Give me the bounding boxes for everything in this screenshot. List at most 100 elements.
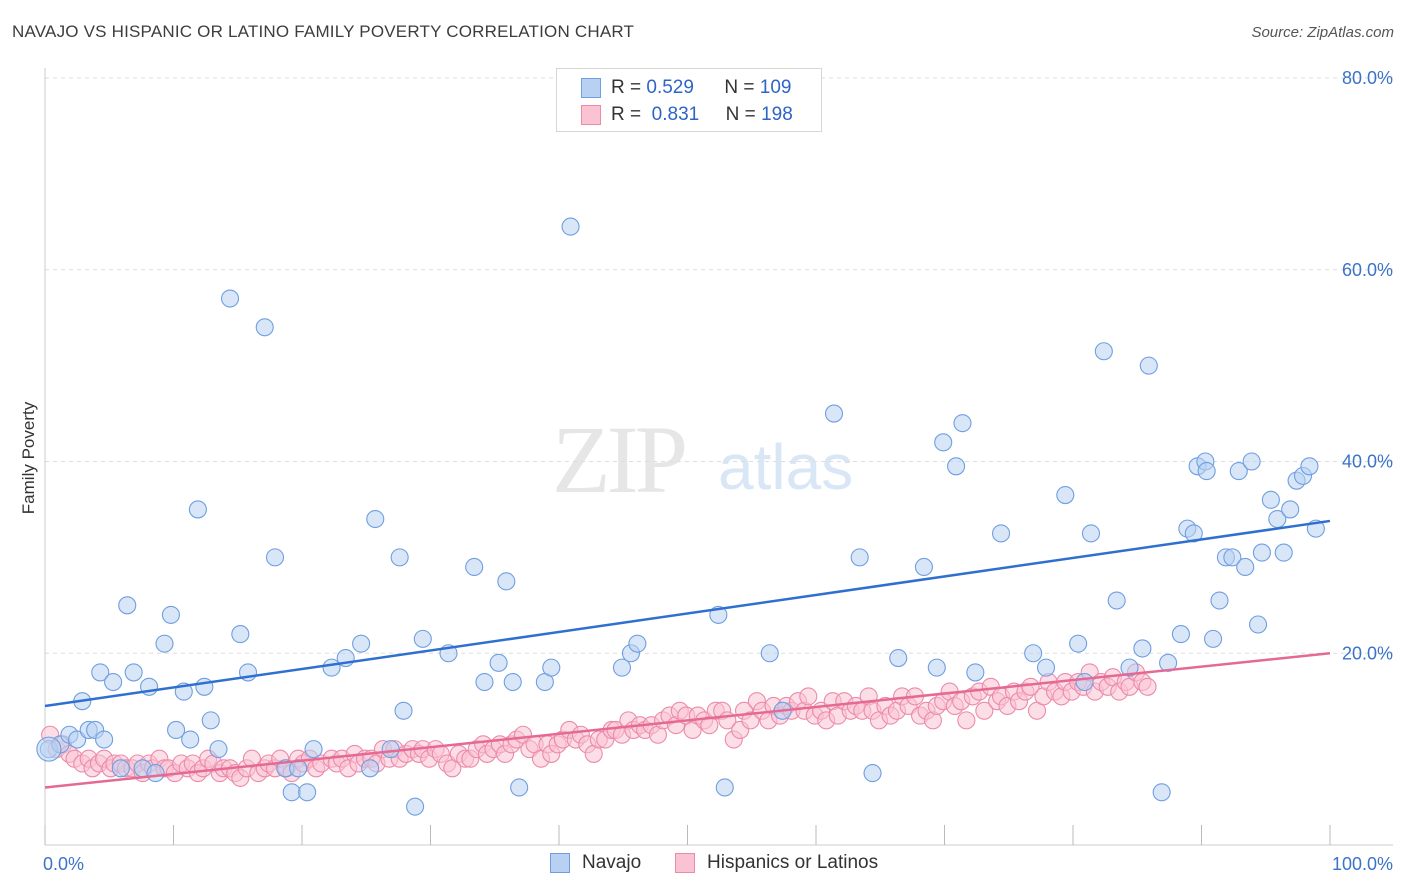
bottom-legend-swatch-navajo xyxy=(550,853,570,873)
data-point-navajo xyxy=(118,596,137,615)
bottom-legend-label-hispanic: Hispanics or Latinos xyxy=(707,852,879,873)
data-point-navajo xyxy=(1094,342,1113,361)
data-point-navajo xyxy=(1036,658,1056,677)
watermark-zip: ZIP xyxy=(552,406,688,513)
data-point-hispanic xyxy=(741,711,760,730)
y-tick-label: 40.0% xyxy=(1342,452,1393,472)
legend-row-navajo: R = 0.529 N = 109 xyxy=(581,77,791,99)
data-point-navajo xyxy=(497,572,516,591)
data-point-navajo xyxy=(503,672,522,692)
data-point-navajo xyxy=(298,783,317,802)
data-point-navajo xyxy=(1120,658,1139,677)
data-point-hispanic xyxy=(799,687,818,706)
data-point-navajo xyxy=(220,289,240,308)
data-point-navajo xyxy=(111,759,130,778)
y-tick-label: 60.0% xyxy=(1342,260,1393,280)
x-tick-label: 0.0% xyxy=(43,854,84,874)
data-point-navajo xyxy=(406,797,425,816)
data-point-navajo xyxy=(542,658,561,677)
data-point-navajo xyxy=(195,677,214,696)
data-point-navajo xyxy=(304,740,323,759)
data-point-navajo xyxy=(612,658,632,677)
data-point-navajo xyxy=(1197,462,1216,481)
data-point-navajo xyxy=(167,720,186,740)
bottom-legend-label-navajo: Navajo xyxy=(582,852,642,873)
data-point-navajo xyxy=(1261,490,1280,509)
data-point-navajo xyxy=(889,648,908,668)
legend-r-value: 0.831 xyxy=(651,104,700,125)
bottom-legend-hispanic: Hispanics or Latinos xyxy=(675,852,878,874)
data-point-navajo xyxy=(1024,644,1043,663)
data-point-navajo xyxy=(966,663,985,682)
data-point-navajo xyxy=(104,672,123,692)
data-point-hispanic xyxy=(1021,677,1040,696)
legend: R = 0.529 N = 109 R = 0.831 N = 198 xyxy=(556,68,822,132)
data-point-navajo xyxy=(1184,524,1203,543)
legend-r-value: 0.529 xyxy=(646,77,694,98)
data-point-navajo xyxy=(255,318,274,337)
data-point-navajo xyxy=(161,605,180,624)
data-point-navajo xyxy=(927,658,946,677)
data-point-navajo xyxy=(1281,500,1300,519)
data-point-navajo xyxy=(1300,457,1319,476)
data-point-navajo xyxy=(824,404,844,423)
data-point-navajo xyxy=(1236,557,1255,577)
data-point-navajo xyxy=(188,500,207,519)
data-point-navajo xyxy=(352,634,371,653)
data-point-hispanic xyxy=(975,701,994,720)
data-point-navajo xyxy=(282,783,301,802)
data-point-navajo xyxy=(68,730,87,749)
data-point-navajo xyxy=(561,217,580,236)
data-point-navajo xyxy=(1248,615,1268,634)
data-point-navajo xyxy=(1107,591,1126,610)
data-point-navajo xyxy=(489,653,508,672)
data-point-navajo xyxy=(947,457,966,476)
data-point-navajo xyxy=(209,740,228,759)
data-point-navajo xyxy=(413,629,432,648)
y-tick-label: 80.0% xyxy=(1342,68,1393,88)
legend-row-hispanic: R = 0.831 N = 198 xyxy=(581,104,793,126)
data-point-navajo xyxy=(1274,543,1293,562)
data-point-hispanic xyxy=(957,711,976,730)
data-point-navajo xyxy=(1056,486,1075,505)
bottom-legend: Navajo Hispanics or Latinos xyxy=(0,852,1406,878)
legend-n-value: 109 xyxy=(759,77,792,98)
data-point-navajo xyxy=(155,634,174,653)
data-point-navajo xyxy=(510,778,529,797)
data-point-navajo xyxy=(181,730,200,749)
watermark-atlas: atlas xyxy=(718,431,854,503)
legend-n-label: N = xyxy=(724,77,755,98)
data-point-navajo xyxy=(475,672,494,692)
data-point-navajo xyxy=(390,548,409,567)
legend-r-label: R = xyxy=(611,104,642,125)
data-point-navajo xyxy=(265,548,285,567)
data-point-navajo xyxy=(124,663,143,682)
data-point-navajo xyxy=(1223,548,1242,567)
data-point-navajo xyxy=(850,548,869,567)
data-point-navajo xyxy=(715,778,734,797)
data-point-navajo xyxy=(1139,356,1158,375)
data-point-navajo xyxy=(760,644,779,663)
data-point-navajo xyxy=(201,711,220,730)
data-point-navajo xyxy=(953,414,972,433)
data-point-navajo xyxy=(231,625,250,644)
data-point-navajo xyxy=(95,730,114,749)
data-point-navajo xyxy=(1242,452,1261,471)
data-point-navajo xyxy=(465,557,484,577)
data-point-navajo xyxy=(1133,639,1152,658)
y-axis-label: Family Poverty xyxy=(19,401,38,514)
data-point-navajo xyxy=(991,524,1011,543)
data-point-navajo xyxy=(1204,629,1223,648)
y-tick-label: 20.0% xyxy=(1342,643,1393,663)
data-point-navajo xyxy=(1210,591,1229,610)
data-point-navajo xyxy=(1075,672,1094,692)
data-point-navajo xyxy=(1152,783,1171,802)
data-point-navajo xyxy=(1252,543,1271,562)
data-point-navajo xyxy=(914,557,933,577)
chart-title: NAVAJO VS HISPANIC OR LATINO FAMILY POVE… xyxy=(12,22,635,41)
data-point-navajo xyxy=(361,759,380,778)
bottom-legend-navajo: Navajo xyxy=(550,852,641,874)
trend-line-hispanic xyxy=(44,652,1331,789)
data-point-navajo xyxy=(1069,634,1088,653)
